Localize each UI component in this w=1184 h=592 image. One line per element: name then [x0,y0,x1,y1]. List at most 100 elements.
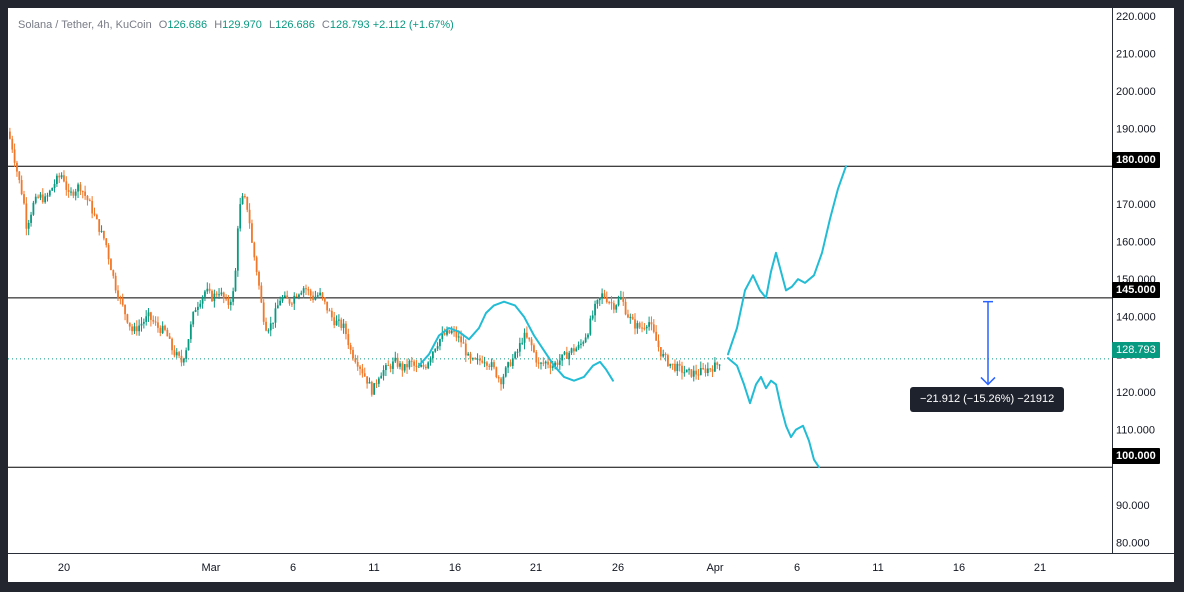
candle-body [389,365,392,369]
candle-body [706,368,709,374]
candle-body [511,358,514,366]
candle-body [330,310,333,318]
candle-body [436,346,439,349]
candle-body [91,200,94,214]
candle-body [443,332,446,335]
candle-body [699,367,702,375]
candle-body [222,292,225,299]
candle-body [312,295,314,300]
candle-body [178,352,180,356]
candle-body [587,334,589,338]
candle-body [624,301,627,315]
candle-body [422,364,425,367]
candle-body [262,302,265,322]
projections-layer [418,165,847,469]
candle-body [23,194,25,204]
candle-body [241,196,244,205]
candle-body [147,312,150,317]
candle-body [63,175,65,182]
candle-body [253,242,256,258]
candle-body [293,295,296,304]
candle-body [39,194,42,198]
candle-body [265,321,267,331]
high-label: H [214,19,223,31]
candle-body [596,300,599,304]
candle-body [441,332,444,340]
candle-body [44,196,47,203]
candle-body [30,214,32,223]
candle-body [471,358,474,360]
candle-body [403,364,406,371]
candle-body [509,362,512,366]
level-145-tag[interactable]: 145.000 [1112,282,1160,298]
candle-body [124,304,126,315]
candle-body [206,288,209,292]
close-value: 128.793 [329,19,370,31]
candle-body [714,362,716,372]
price-chart[interactable]: 220.000 210.000 200.000 190.000 180.000 170.0… [8,8,1174,582]
time-tick-label: 11 [368,562,379,574]
candle-body [401,363,404,371]
candle-body [655,331,658,341]
candle-body [544,361,547,364]
candle-body [46,195,49,197]
levels-layer [8,165,1112,468]
candle-body [70,191,72,193]
candle-body [321,292,324,298]
candle-body [27,222,30,229]
candle-body [455,330,458,338]
candle-body [476,358,479,360]
candle-body [385,365,387,371]
candle-body [518,343,521,352]
candle-body [408,360,411,368]
candle-body [18,171,21,181]
candle-body [255,257,258,272]
candle-body [121,298,124,305]
candle-body [338,319,340,321]
candle-body [232,291,235,302]
candle-body [650,322,653,325]
measure-label[interactable]: −21.912 (−15.26%) −21912 [910,387,1065,412]
candle-body [659,347,662,357]
candle-body [702,367,705,369]
symbol-title[interactable]: Solana / Tether, 4h, KuCoin [18,19,152,31]
level-180-tag[interactable]: 180.000 [1112,152,1160,168]
candle-body [51,188,54,191]
candle-body [420,364,423,367]
candle-body [453,330,455,332]
candle-body [93,213,96,215]
candle-body [307,289,310,291]
candle-body [681,365,683,373]
level-100-tag[interactable]: 100.000 [1112,448,1160,464]
candle-body [359,366,361,369]
time-tick-label: 21 [1034,562,1046,574]
candle-body [185,350,188,359]
candle-body [685,369,688,373]
price-tick-label: 220.000 [1116,11,1156,23]
candle-body [258,271,260,286]
candle-body [204,291,206,297]
price-tick-label: 80.000 [1116,537,1150,549]
candle-body [65,181,68,190]
current-price-tag: 128.793 [1112,342,1160,358]
candle-body [429,358,432,363]
candle-body [279,300,282,306]
candle-body [128,322,131,327]
open-label: O [158,19,168,31]
price-tick-label: 110.000 [1116,425,1155,437]
candle-body [448,330,451,334]
candle-body [446,330,448,335]
candle-body [309,290,312,296]
candle-body [664,353,667,356]
candle-body [74,191,77,196]
candle-body [342,323,345,328]
low-label: L [268,19,276,31]
change-value: +2.112 (+1.67%) [372,19,454,31]
candle-body [298,294,300,297]
candle-body [363,373,366,377]
candle-body [335,320,338,326]
price-tick-label: 170.000 [1116,199,1156,211]
candle-body [535,352,538,363]
candle-body [486,362,488,366]
candle-body [333,317,336,326]
